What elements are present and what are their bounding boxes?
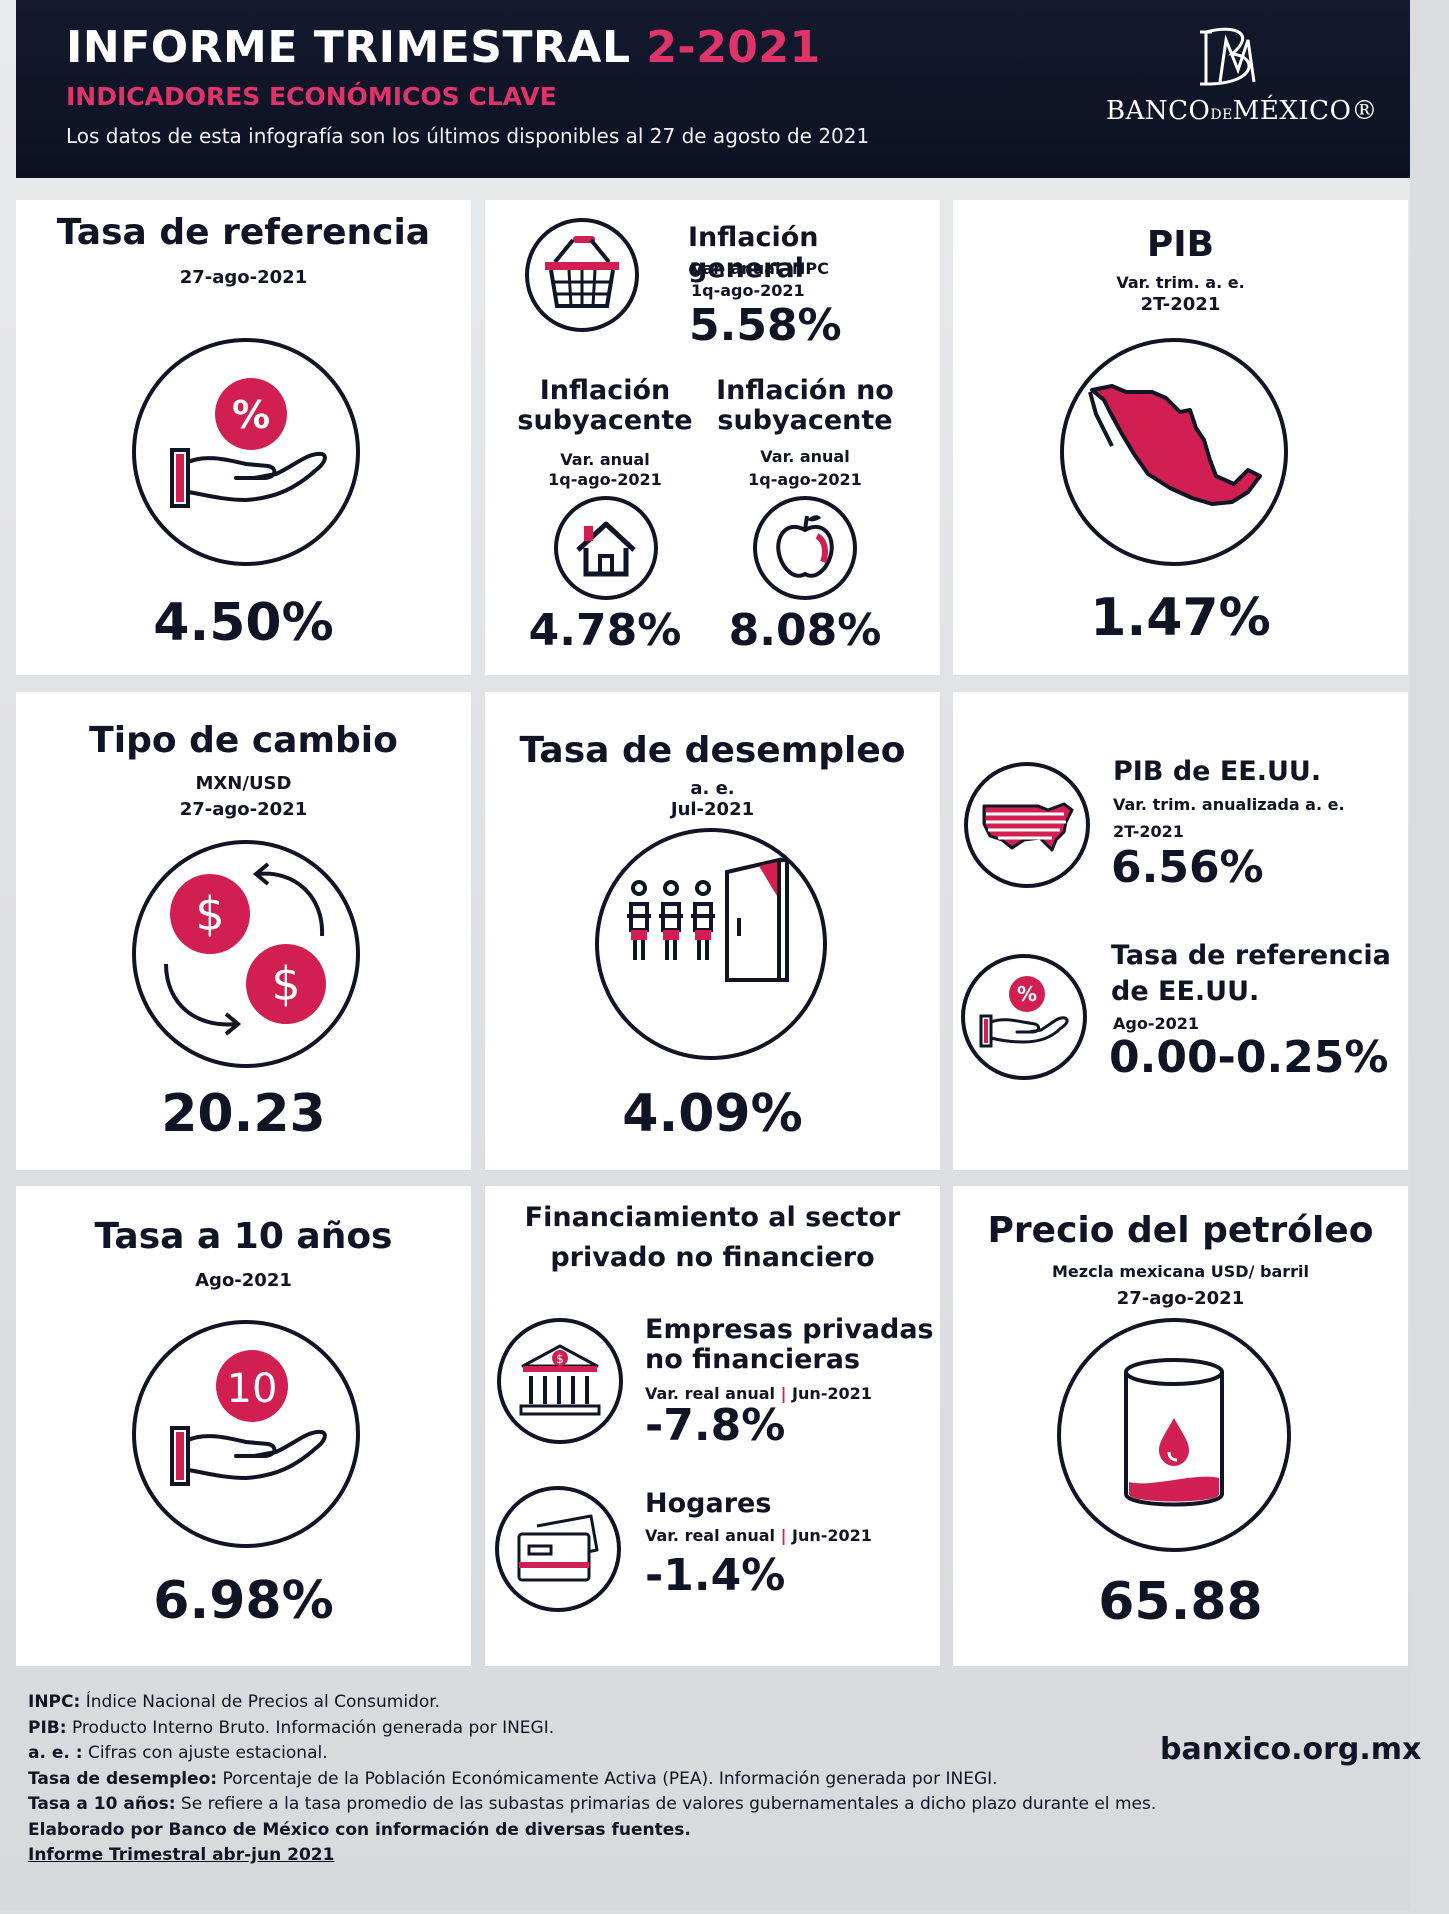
card-financiamiento: Financiamiento al sector privado no fina… [485,1186,940,1666]
card-title-2: privado no financiero [550,1242,875,1273]
value-empresas: -7.8% [645,1400,786,1451]
tasa-eeuu-title-2: de EE.UU. [1111,976,1260,1007]
currency-exchange-icon: $ $ [132,840,360,1068]
svg-text:%: % [232,393,270,437]
value-inflacion-general: 5.58% [689,300,842,351]
card-title: PIB [1146,224,1215,265]
usa-map-icon [964,762,1090,888]
inflacion-general-title: Inflación general [688,222,819,284]
banxico-logo: BANCODEMÉXICO® [1106,20,1378,150]
card-title: Precio del petróleo [987,1210,1374,1251]
card-desempleo: Tasa de desempleo a. e. Jul-2021 [485,692,940,1170]
bank-building-icon: $ [497,1318,623,1444]
hand-percent-icon: % [132,338,360,566]
value-desempleo: 4.09% [622,1084,803,1144]
value-hogares: -1.4% [645,1550,786,1601]
card-title: Tipo de cambio [89,720,398,761]
mexico-map-icon [1060,338,1288,566]
value-tasa-eeuu: 0.00-0.25% [1109,1032,1389,1083]
svg-text:%: % [1017,982,1037,1006]
informe-link[interactable]: Informe Trimestral abr-jun 2021 [28,1845,335,1865]
credit-card-icon [495,1486,621,1612]
card-title: Tasa a 10 años [94,1216,393,1257]
pib-eeuu-title: PIB de EE.UU. [1113,756,1322,787]
card-eeuu: PIB de EE.UU. Var. trim. anualizada a. e… [953,692,1408,1170]
svg-text:$: $ [195,887,224,941]
value-pib: 1.47% [1090,588,1271,648]
empresas-title-1: Empresas privadas [645,1314,934,1345]
value-tipo-cambio: 20.23 [161,1084,326,1144]
hand-ten-icon: 10 [132,1320,360,1548]
page-title: INFORME TRIMESTRAL 2-2021 [66,22,821,73]
card-title-1: Financiamiento al sector [524,1202,901,1233]
value-pib-eeuu: 6.56% [1111,842,1264,893]
bm-monogram-icon [1200,27,1256,86]
svg-text:$: $ [556,1352,564,1366]
value-tasa-referencia: 4.50% [153,593,334,653]
empresas-title-2: no financieras [645,1344,861,1375]
card-tasa-10: Tasa a 10 años Ago-2021 10 6.98% [16,1186,471,1666]
title-period: 2-2021 [646,22,821,73]
website-link[interactable]: banxico.org.mx [1160,1732,1422,1767]
value-petroleo: 65.88 [1098,1572,1263,1632]
hogares-title: Hogares [645,1488,772,1519]
svg-text:10: 10 [227,1366,278,1412]
card-title: Tasa de desempleo [519,730,906,771]
footer-notes: INPC: Índice Nacional de Precios al Cons… [28,1692,1157,1865]
page-subtitle: INDICADORES ECONÓMICOS CLAVE [66,82,557,111]
card-tipo-cambio: Tipo de cambio MXN/USD 27-ago-2021 $ $ 2… [16,692,471,1170]
page: INFORME TRIMESTRAL 2-2021 INDICADORES EC… [0,0,1421,1910]
svg-text:$: $ [271,957,300,1011]
people-exit-door-icon [595,828,827,1060]
card-petroleo: Precio del petróleo Mezcla mexicana USD/… [953,1186,1408,1666]
apple-icon [753,496,857,600]
shopping-basket-icon [525,218,639,332]
value-inflacion-subyacente: 4.78% [528,605,682,656]
card-inflacion: Inflación general Var. anual INPC 1q-ago… [485,200,940,675]
logo-text: BANCODEMÉXICO® [1106,96,1378,126]
card-tasa-referencia: Tasa de referencia 27-ago-2021 % 4.50% [16,200,471,675]
hand-percent-icon: % [961,954,1087,1080]
value-tasa-10: 6.98% [153,1571,334,1631]
oil-barrel-icon [1057,1318,1291,1552]
value-inflacion-no-subyacente: 8.08% [728,605,882,656]
data-note: Los datos de esta infografía son los últ… [66,124,870,148]
house-icon [554,496,658,600]
header-banner: INFORME TRIMESTRAL 2-2021 INDICADORES EC… [16,0,1410,178]
tasa-eeuu-title-1: Tasa de referencia [1111,940,1391,971]
card-date: 27-ago-2021 [179,267,308,288]
card-title: Tasa de referencia [56,212,431,253]
card-pib: PIB Var. trim. a. e. 2T-2021 1.47% [953,200,1408,675]
